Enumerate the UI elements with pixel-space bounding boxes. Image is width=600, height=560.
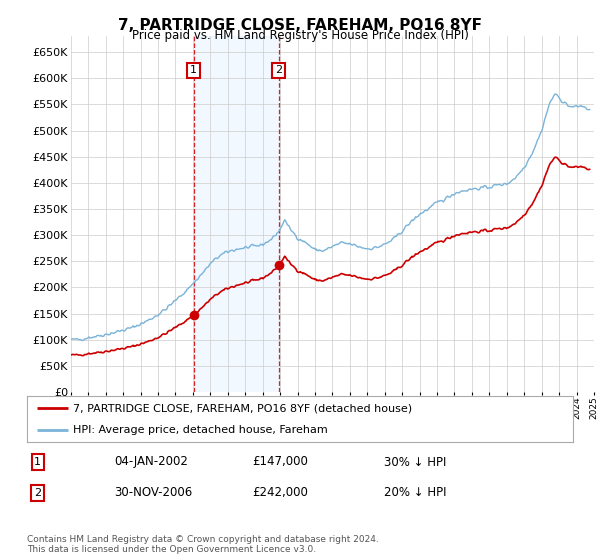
Text: 1: 1 xyxy=(190,66,197,76)
Text: £147,000: £147,000 xyxy=(252,455,308,469)
Text: 30% ↓ HPI: 30% ↓ HPI xyxy=(384,455,446,469)
Text: 1: 1 xyxy=(34,457,41,467)
Text: HPI: Average price, detached house, Fareham: HPI: Average price, detached house, Fare… xyxy=(73,426,328,436)
Text: Contains HM Land Registry data © Crown copyright and database right 2024.
This d: Contains HM Land Registry data © Crown c… xyxy=(27,535,379,554)
Bar xyxy=(194,36,278,392)
Text: 2: 2 xyxy=(275,66,282,76)
Text: Price paid vs. HM Land Registry's House Price Index (HPI): Price paid vs. HM Land Registry's House … xyxy=(131,29,469,42)
Text: 30-NOV-2006: 30-NOV-2006 xyxy=(114,486,192,500)
Text: £242,000: £242,000 xyxy=(252,486,308,500)
Text: 7, PARTRIDGE CLOSE, FAREHAM, PO16 8YF: 7, PARTRIDGE CLOSE, FAREHAM, PO16 8YF xyxy=(118,18,482,33)
Text: 7, PARTRIDGE CLOSE, FAREHAM, PO16 8YF (detached house): 7, PARTRIDGE CLOSE, FAREHAM, PO16 8YF (d… xyxy=(73,403,413,413)
Text: 04-JAN-2002: 04-JAN-2002 xyxy=(114,455,188,469)
Text: 2: 2 xyxy=(34,488,41,498)
Text: 20% ↓ HPI: 20% ↓ HPI xyxy=(384,486,446,500)
